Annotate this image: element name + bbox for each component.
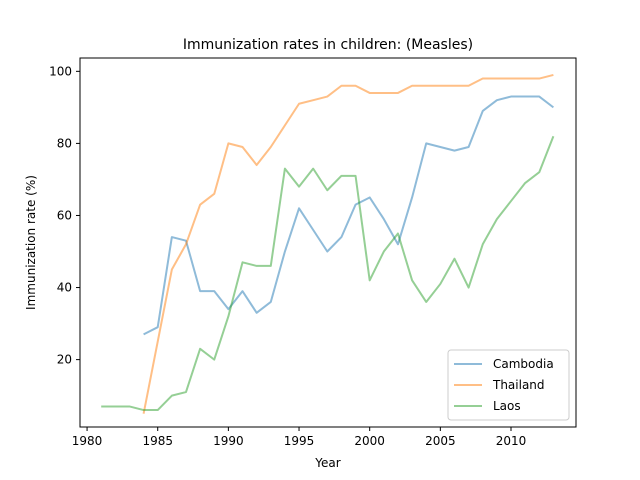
legend: Cambodia Thailand Laos [447,349,570,421]
series-line-cambodia [143,95,554,336]
legend-label-laos: Laos [493,399,521,413]
y-tick-label: 80 [57,136,72,150]
y-tick-label: 60 [57,208,72,222]
y-tick-label: 40 [57,281,72,295]
x-tick-label: 1985 [142,434,173,448]
x-tick-label: 2005 [425,434,456,448]
legend-label-cambodia: Cambodia [493,357,554,371]
series-line-laos [101,135,555,412]
x-axis-label: Year [314,456,340,470]
y-tick-label: 20 [57,353,72,367]
x-tick-label: 1980 [72,434,103,448]
chart-title: Immunization rates in children: (Measles… [183,37,473,53]
series-layer [101,73,555,414]
y-tick-label: 100 [49,64,72,78]
y-axis: 20 40 60 80 100 [49,64,80,367]
series-line-thailand [142,73,554,414]
x-tick-label: 2000 [354,434,385,448]
plot-frame [79,57,577,428]
x-tick-label: 1990 [213,434,244,448]
legend-label-thailand: Thailand [492,378,545,392]
legend-box [447,349,570,421]
x-tick-label: 2010 [496,434,527,448]
x-tick-label: 1995 [284,434,315,448]
x-axis: 1980 1985 1990 1995 2000 2005 2010 [72,427,526,448]
y-axis-label: Immunization rate (%) [24,175,38,310]
